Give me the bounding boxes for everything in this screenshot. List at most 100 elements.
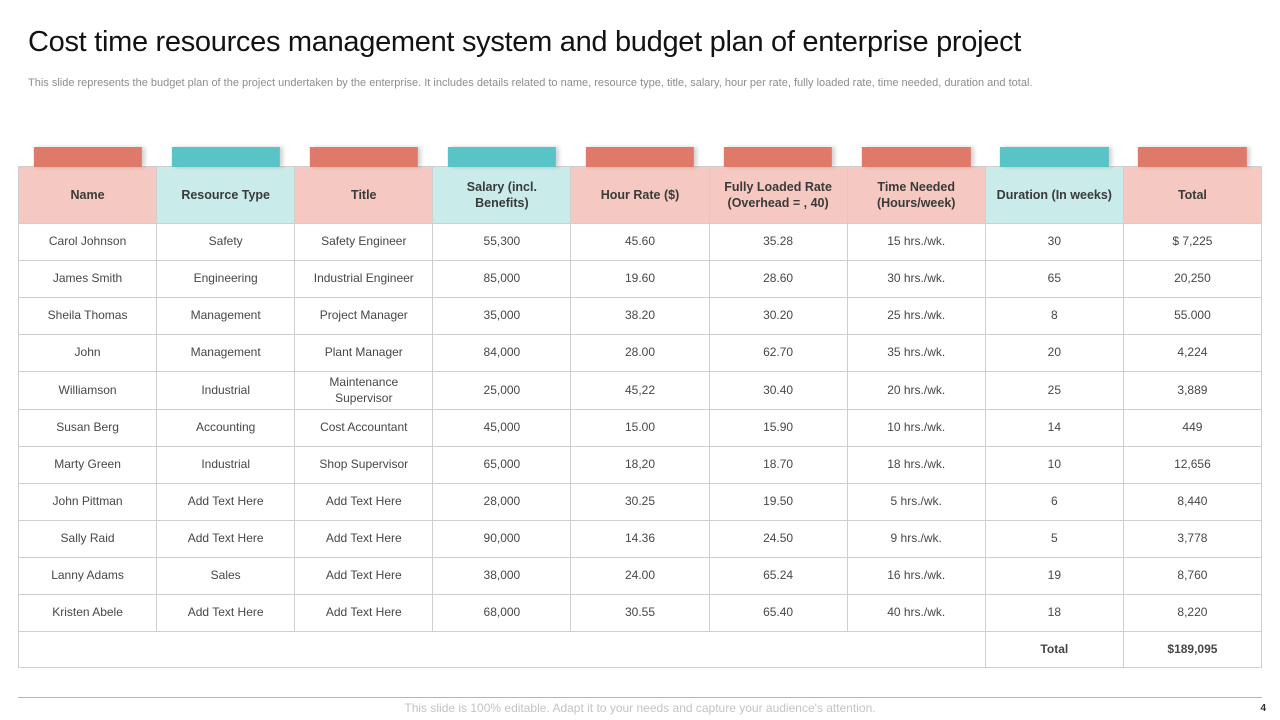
column-header: Salary (incl. Benefits) (432, 147, 572, 224)
table-cell: 28.60 (708, 260, 848, 298)
table-cell: 8,220 (1122, 594, 1263, 633)
table-cell: Kristen Abele (17, 594, 158, 633)
table-cell: Sheila Thomas (17, 297, 158, 335)
table-cell: 55,300 (432, 223, 572, 261)
table-cell: Add Text Here (294, 594, 434, 633)
column-header-label: Title (351, 187, 377, 202)
summary-total-value: $189,095 (1122, 631, 1263, 669)
table-cell: 25,000 (432, 370, 572, 411)
table-cell: 35.28 (708, 223, 848, 261)
column-header-label: Name (70, 187, 105, 202)
page-number: 4 (1260, 703, 1266, 714)
table-head: Name Resource Type Title Salary (incl. Bene… (17, 147, 1263, 224)
table-cell: 14.36 (570, 520, 710, 559)
table-row: John Pittman Add Text Here Add Text Here 28… (17, 483, 1263, 522)
table-cell: 62.70 (708, 334, 848, 372)
table-cell: 16 hrs./wk. (846, 557, 986, 596)
table-cell: 40 hrs./wk. (846, 594, 986, 633)
table-cell: 20 hrs./wk. (846, 370, 986, 411)
table-cell: Add Text Here (294, 557, 434, 596)
table-cell: 45,000 (432, 409, 572, 448)
column-header: Hour Rate ($) (570, 147, 710, 224)
column-tab (447, 147, 557, 167)
table-cell: 35,000 (432, 297, 572, 335)
table-cell: $ 7,225 (1122, 223, 1263, 261)
table-cell: 45.60 (570, 223, 710, 261)
table-cell: Management (156, 297, 296, 335)
table-cell: Williamson (17, 370, 158, 411)
table-cell: 12,656 (1122, 446, 1263, 485)
column-tab (1138, 147, 1247, 167)
table-row: Carol Johnson Safety Safety Engineer 55,300… (17, 223, 1263, 261)
table-cell: 15.00 (570, 409, 710, 448)
table-cell: 8,760 (1122, 557, 1263, 596)
table-cell: Add Text Here (156, 483, 296, 522)
column-header: Duration (In weeks) (984, 147, 1124, 224)
table-cell: 8 (984, 297, 1124, 335)
slide-subtitle: This slide represents the budget plan of… (28, 77, 1033, 89)
table-cell: 68,000 (432, 594, 572, 633)
column-header: Name (17, 147, 158, 224)
table-body: Carol Johnson Safety Safety Engineer 55,300… (17, 223, 1263, 633)
table-cell: 19.60 (570, 260, 710, 298)
table-cell: Sally Raid (17, 520, 158, 559)
table-cell: 38,000 (432, 557, 572, 596)
summary-row: Total $189,095 (18, 631, 1263, 669)
column-tab (585, 147, 695, 167)
table-cell: Project Manager (294, 297, 434, 335)
table-cell: 4,224 (1122, 334, 1263, 372)
table-cell: 30.40 (708, 370, 848, 411)
table-cell: Marty Green (17, 446, 158, 485)
table-cell: 65,000 (432, 446, 572, 485)
table-row: Sally Raid Add Text Here Add Text Here 90,0… (17, 520, 1263, 559)
table-cell: 38.20 (570, 297, 710, 335)
table-cell: 28,000 (432, 483, 572, 522)
table-cell: Industrial (156, 370, 296, 411)
table-row: Susan Berg Accounting Cost Accountant 45,00… (17, 409, 1263, 448)
table-row: Lanny Adams Sales Add Text Here 38,000 24.00… (17, 557, 1263, 596)
table-cell: 5 (984, 520, 1124, 559)
column-header-label: Duration (In weeks) (996, 187, 1112, 202)
footer-accent-line (18, 697, 1262, 698)
table-cell: Lanny Adams (17, 557, 158, 596)
column-header: Time Needed (Hours/week) (846, 147, 986, 224)
table-cell: 10 (984, 446, 1124, 485)
column-header-label: Time Needed (Hours/week) (876, 179, 956, 210)
budget-table-container: Name Resource Type Title Salary (incl. Bene… (17, 147, 1263, 669)
table-cell: 10 hrs./wk. (846, 409, 986, 448)
column-tab (1000, 147, 1109, 167)
table-cell: Carol Johnson (17, 223, 158, 261)
summary-spacer (18, 631, 986, 669)
table-cell: 28.00 (570, 334, 710, 372)
budget-table: Name Resource Type Title Salary (incl. Bene… (17, 147, 1263, 669)
table-cell: Engineering (156, 260, 296, 298)
table-cell: 65 (984, 260, 1124, 298)
table-cell: Management (156, 334, 296, 372)
table-cell: 20 (984, 334, 1124, 372)
table-cell: 30.20 (708, 297, 848, 335)
column-header-label: Hour Rate ($) (600, 187, 680, 202)
table-cell: 18,20 (570, 446, 710, 485)
table-cell: 20,250 (1122, 260, 1263, 298)
table-cell: 24.50 (708, 520, 848, 559)
column-header: Total (1122, 147, 1263, 224)
table-cell: Industrial (156, 446, 296, 485)
table-cell: Add Text Here (294, 483, 434, 522)
table-cell: 45,22 (570, 370, 710, 411)
table-cell: Safety (156, 223, 296, 261)
page-title: Cost time resources management system an… (28, 26, 1022, 58)
table-cell: 15.90 (708, 409, 848, 448)
table-cell: 35 hrs./wk. (846, 334, 986, 372)
table-cell: 18 hrs./wk. (846, 446, 986, 485)
table-cell: 25 hrs./wk. (846, 297, 986, 335)
table-cell: 90,000 (432, 520, 572, 559)
column-tab (33, 147, 142, 167)
column-tab (171, 147, 280, 167)
table-cell: 18 (984, 594, 1124, 633)
table-cell: Industrial Engineer (294, 260, 434, 298)
table-cell: 30.25 (570, 483, 710, 522)
table-cell: Sales (156, 557, 296, 596)
column-header: Fully Loaded Rate (Overhead = , 40) (708, 147, 848, 224)
table-cell: Susan Berg (17, 409, 158, 448)
table-cell: 24.00 (570, 557, 710, 596)
